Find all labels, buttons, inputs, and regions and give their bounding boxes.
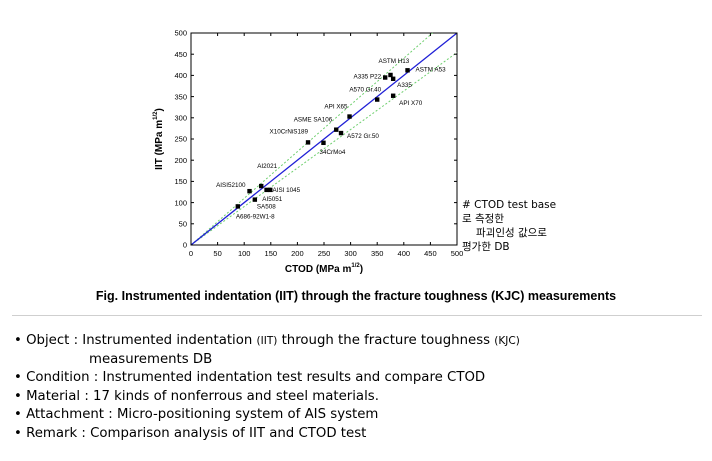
- y-axis-title-main: IIT (MPa m: [154, 120, 165, 170]
- data-point: [252, 197, 258, 202]
- data-point-label: A335 P22: [354, 74, 382, 81]
- reference-line: [190, 32, 458, 246]
- note-text: # CTOD test base 로 측정한 파괴인성 값으로 평가한 DB: [462, 198, 556, 254]
- x-tick-label: 500: [451, 249, 464, 258]
- plot-area: 0 50 100 150 200 250 300 350 400 450 500 0 50 100 150 2…: [174, 29, 463, 258]
- data-point-label: A570 Gr.40: [349, 87, 381, 94]
- x-tick-label: 150: [265, 249, 278, 258]
- x-axis-title-end: ): [360, 264, 363, 275]
- y-tick-label: 250: [174, 135, 187, 144]
- data-point-label: ASTM H13: [379, 58, 410, 65]
- note-line-3: 파괴인성 값으로: [476, 227, 547, 239]
- x-axis-title-sup: 1/2: [351, 263, 360, 269]
- y-tick-label: 450: [174, 50, 187, 59]
- data-point-label: AI2021: [257, 163, 277, 170]
- data-point: [388, 72, 393, 78]
- data-point-label: API X70: [399, 100, 423, 107]
- x-tick-label: 100: [238, 249, 251, 258]
- y-tick-label: 500: [174, 29, 187, 38]
- data-point: [259, 183, 264, 189]
- data-point: [334, 127, 339, 132]
- bullet-object: • Object : Instrumented indentation (IIT…: [14, 332, 520, 351]
- data-point: [268, 187, 273, 193]
- figure-caption: Fig. Instrumented indentation (IIT) thro…: [95, 289, 617, 303]
- y-tick-label: 0: [183, 241, 187, 250]
- y-axis-title: IIT (MPa m1/2): [153, 108, 165, 170]
- data-point: [382, 75, 388, 80]
- x-tick-label: 400: [398, 249, 411, 258]
- object-text-d: (KJC): [494, 335, 520, 347]
- x-axis-title: CTOD (MPa m1/2): [285, 263, 363, 275]
- data-point: [305, 140, 311, 145]
- data-point-label: 34CrMo4: [319, 149, 345, 156]
- data-point-label: AI5051: [262, 196, 282, 203]
- data-point-label: ASME SA106: [294, 117, 333, 124]
- data-point-label: AISI52100: [216, 182, 246, 189]
- object-text-a: • Object : Instrumented indentation: [14, 333, 257, 348]
- data-point-label: A335: [397, 82, 412, 89]
- data-point-label: A572 Gr.50: [347, 133, 379, 140]
- bullet-list: • Object : Instrumented indentation (IIT…: [14, 332, 520, 444]
- x-tick-label: 300: [344, 249, 357, 258]
- y-tick-label: 50: [179, 220, 187, 229]
- data-point: [390, 93, 396, 98]
- object-text-c: through the fracture toughness: [277, 333, 495, 348]
- x-tick-label: 200: [291, 249, 304, 258]
- y-tick-label: 400: [174, 71, 187, 80]
- x-tick-label: 250: [318, 249, 331, 258]
- bullet-attachment: • Attachment : Micro-positioning system …: [14, 407, 379, 423]
- y-axis-title-sup: 1/2: [153, 111, 159, 120]
- note-line-4: 평가한 DB: [462, 241, 510, 253]
- x-tick-label: 50: [213, 249, 221, 258]
- bound-line-upper: [190, 32, 433, 246]
- bound-line-lower: [190, 52, 458, 246]
- x-tick-label: 350: [371, 249, 384, 258]
- x-axis-title-main: CTOD (MPa m: [285, 264, 352, 275]
- data-point-label: API X65: [324, 104, 348, 111]
- data-point: [405, 68, 410, 73]
- data-point-label: X10CrNiS189: [270, 128, 309, 135]
- data-point: [347, 114, 352, 119]
- data-point-label: A686-92W1-8: [236, 213, 275, 220]
- y-tick-label: 350: [174, 92, 187, 101]
- y-tick-label: 200: [174, 156, 187, 165]
- data-point-label: AISI 1045: [273, 187, 301, 194]
- bullet-remark: • Remark : Comparison analysis of IIT an…: [14, 425, 367, 441]
- chart: 0 50 100 150 200 250 300 350 400 450 500 0 50 100 150 2…: [153, 29, 463, 275]
- data-point: [375, 97, 380, 102]
- divider: [12, 315, 702, 316]
- data-point: [235, 204, 241, 209]
- data-point: [264, 187, 269, 193]
- y-axis-title-end: ): [154, 108, 165, 111]
- data-point: [338, 130, 344, 136]
- data-point-label: ASTM A53: [416, 66, 447, 73]
- object-text-b: (IIT): [256, 335, 278, 347]
- bullet-material: • Material : 17 kinds of nonferrous and …: [14, 388, 379, 404]
- y-tick-label: 150: [174, 177, 187, 186]
- data-point: [321, 140, 326, 146]
- note-line-2: 로 측정한: [462, 213, 504, 225]
- y-tick-label: 100: [174, 198, 187, 207]
- x-tick-label: 0: [189, 249, 193, 258]
- data-point-label: SA508: [257, 204, 276, 211]
- data-point: [390, 76, 396, 81]
- data-point: [247, 188, 252, 194]
- note-line-1: # CTOD test base: [462, 199, 557, 211]
- y-tick-label: 300: [174, 114, 187, 123]
- bullet-condition: • Condition : Instrumented indentation t…: [14, 370, 486, 386]
- x-tick-label: 450: [424, 249, 437, 258]
- bullet-object-continued: measurements DB: [89, 351, 213, 367]
